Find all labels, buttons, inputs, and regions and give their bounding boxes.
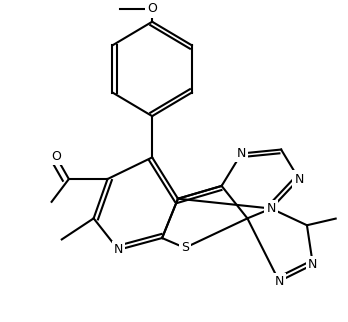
Text: N: N	[114, 243, 123, 256]
Text: N: N	[267, 202, 276, 215]
Text: S: S	[181, 242, 189, 254]
Text: N: N	[294, 173, 304, 185]
Text: S: S	[181, 242, 189, 254]
Text: N: N	[267, 202, 276, 215]
Text: N: N	[237, 147, 246, 160]
Text: N: N	[294, 173, 304, 185]
Text: O: O	[147, 3, 157, 15]
Text: N: N	[308, 258, 318, 271]
Text: N: N	[308, 258, 318, 271]
Text: O: O	[51, 150, 61, 163]
Text: N: N	[275, 275, 284, 288]
Text: N: N	[114, 243, 123, 256]
Text: O: O	[51, 150, 61, 163]
Text: O: O	[147, 3, 157, 15]
Text: N: N	[275, 275, 284, 288]
Text: N: N	[237, 147, 246, 160]
